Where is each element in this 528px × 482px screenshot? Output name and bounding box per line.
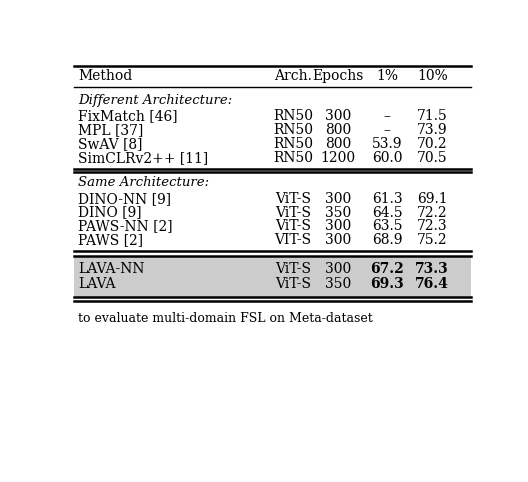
- Text: –: –: [384, 109, 391, 123]
- Text: Method: Method: [78, 69, 133, 83]
- Text: PAWS [2]: PAWS [2]: [78, 233, 144, 247]
- Text: 300: 300: [325, 233, 351, 247]
- Text: RN50: RN50: [273, 137, 313, 151]
- Text: 69.1: 69.1: [417, 192, 448, 206]
- Text: RN50: RN50: [273, 123, 313, 137]
- Text: 1200: 1200: [320, 151, 356, 165]
- Text: 300: 300: [325, 219, 351, 233]
- Text: VIT-S: VIT-S: [275, 233, 312, 247]
- Text: 60.0: 60.0: [372, 151, 402, 165]
- Text: ViT-S: ViT-S: [275, 206, 311, 220]
- Text: 73.3: 73.3: [416, 262, 449, 276]
- Text: DINO [9]: DINO [9]: [78, 206, 142, 220]
- Text: ViT-S: ViT-S: [275, 219, 311, 233]
- Text: 53.9: 53.9: [372, 137, 402, 151]
- Text: 10%: 10%: [417, 69, 448, 83]
- Text: ViT-S: ViT-S: [275, 262, 311, 276]
- Text: 300: 300: [325, 109, 351, 123]
- Text: 72.2: 72.2: [417, 206, 448, 220]
- Text: 67.2: 67.2: [370, 262, 404, 276]
- Text: 70.5: 70.5: [417, 151, 448, 165]
- Text: 68.9: 68.9: [372, 233, 402, 247]
- Text: Epochs: Epochs: [313, 69, 364, 83]
- Text: PAWS-NN [2]: PAWS-NN [2]: [78, 219, 173, 233]
- Text: RN50: RN50: [273, 151, 313, 165]
- Text: 300: 300: [325, 192, 351, 206]
- Text: LAVA-NN: LAVA-NN: [78, 262, 145, 276]
- Text: 64.5: 64.5: [372, 206, 402, 220]
- Text: 350: 350: [325, 277, 351, 291]
- Text: Different Architecture:: Different Architecture:: [78, 94, 232, 107]
- Text: 73.9: 73.9: [417, 123, 448, 137]
- Text: 61.3: 61.3: [372, 192, 402, 206]
- Text: 63.5: 63.5: [372, 219, 402, 233]
- Text: RN50: RN50: [273, 109, 313, 123]
- Text: 71.5: 71.5: [417, 109, 448, 123]
- Text: 800: 800: [325, 123, 351, 137]
- Text: Same Architecture:: Same Architecture:: [78, 176, 210, 189]
- Text: 70.2: 70.2: [417, 137, 448, 151]
- Text: SimCLRv2++ [11]: SimCLRv2++ [11]: [78, 151, 209, 165]
- Text: 800: 800: [325, 137, 351, 151]
- Text: LAVA: LAVA: [78, 277, 116, 291]
- Text: 300: 300: [325, 262, 351, 276]
- Text: FixMatch [46]: FixMatch [46]: [78, 109, 178, 123]
- Text: to evaluate multi-domain FSL on Meta-dataset: to evaluate multi-domain FSL on Meta-dat…: [78, 311, 373, 324]
- Text: DINO-NN [9]: DINO-NN [9]: [78, 192, 172, 206]
- Bar: [74, 256, 471, 296]
- Text: 69.3: 69.3: [370, 277, 404, 291]
- Text: ViT-S: ViT-S: [275, 192, 311, 206]
- Text: –: –: [384, 123, 391, 137]
- Text: 350: 350: [325, 206, 351, 220]
- Text: 75.2: 75.2: [417, 233, 448, 247]
- Text: SwAV [8]: SwAV [8]: [78, 137, 143, 151]
- Text: 72.3: 72.3: [417, 219, 448, 233]
- Text: ViT-S: ViT-S: [275, 277, 311, 291]
- Text: 1%: 1%: [376, 69, 398, 83]
- Text: 76.4: 76.4: [416, 277, 449, 291]
- Text: Arch.: Arch.: [274, 69, 312, 83]
- Text: MPL [37]: MPL [37]: [78, 123, 144, 137]
